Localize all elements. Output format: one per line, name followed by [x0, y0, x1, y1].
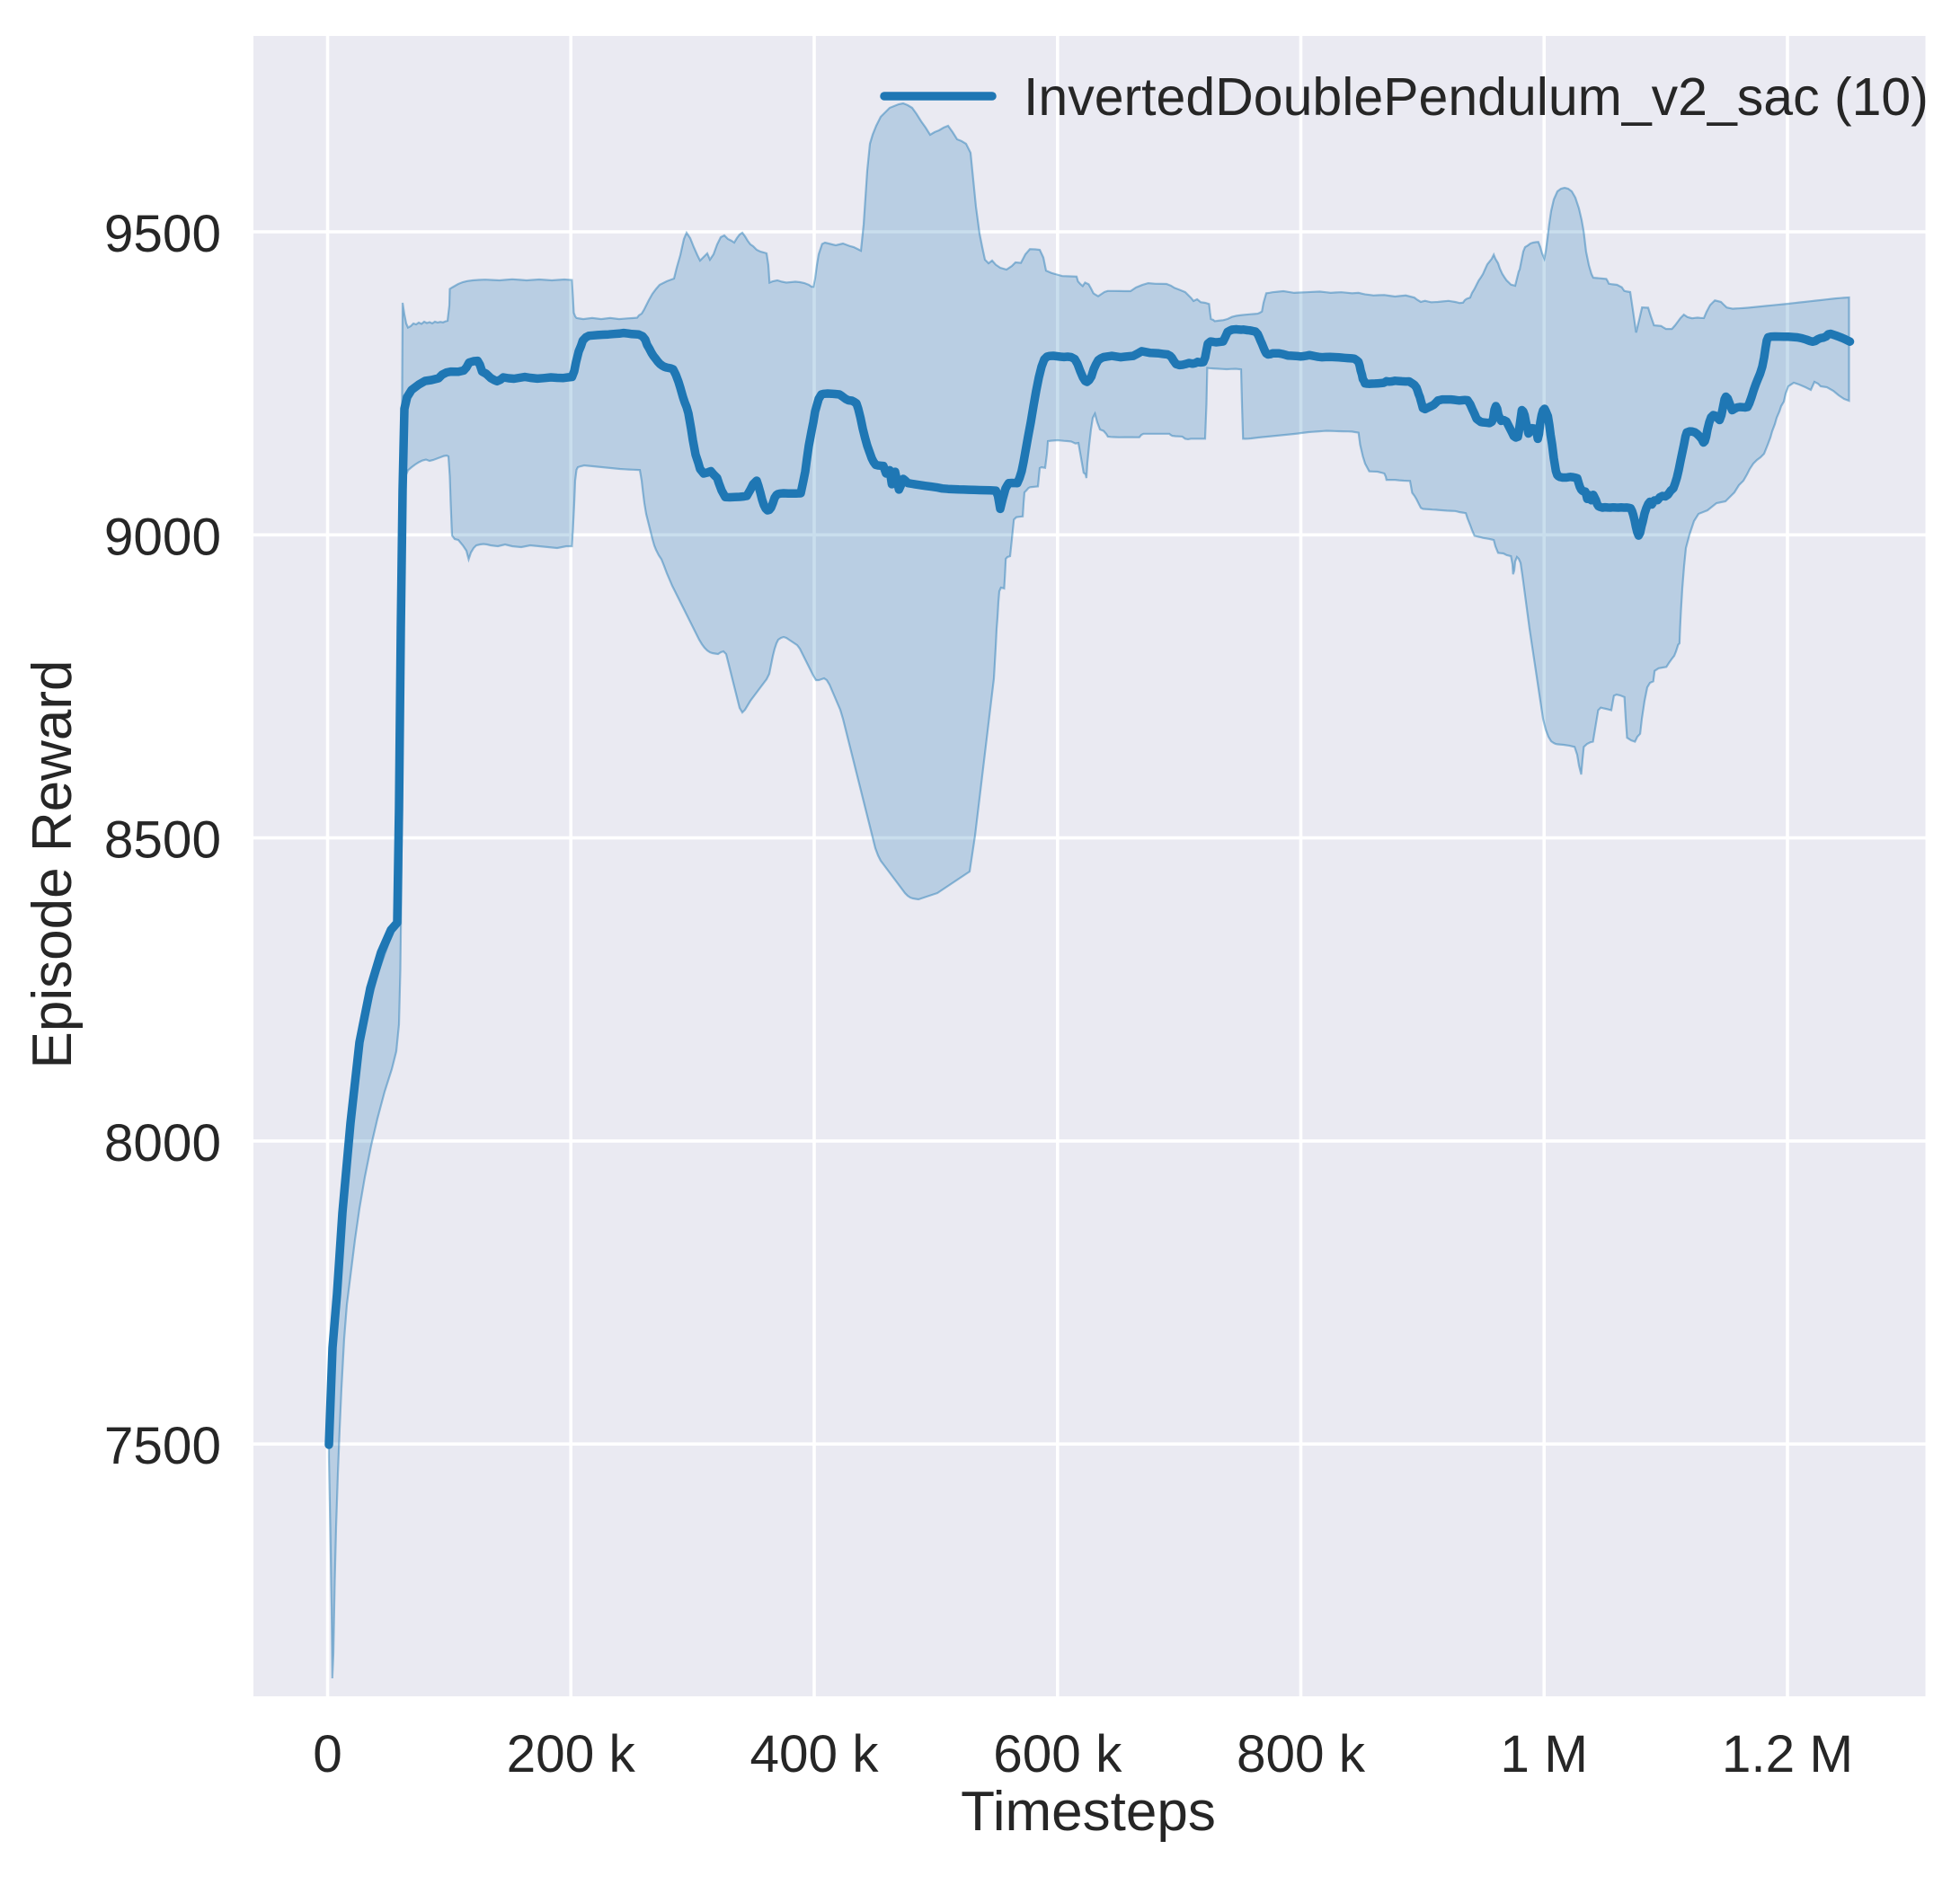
svg-text:7500: 7500 [104, 1417, 221, 1475]
svg-text:1.2 M: 1.2 M [1722, 1725, 1853, 1783]
svg-text:Timesteps: Timesteps [961, 1781, 1216, 1843]
svg-text:0: 0 [313, 1725, 342, 1783]
svg-text:8000: 8000 [104, 1114, 221, 1173]
svg-text:9500: 9500 [104, 205, 221, 263]
svg-text:8500: 8500 [104, 811, 221, 870]
svg-text:400 k: 400 k [749, 1725, 879, 1783]
svg-text:800 k: 800 k [1237, 1725, 1366, 1783]
svg-text:1 M: 1 M [1500, 1725, 1588, 1783]
svg-text:200 k: 200 k [507, 1725, 636, 1783]
svg-text:9000: 9000 [104, 508, 221, 566]
svg-text:600 k: 600 k [993, 1725, 1122, 1783]
svg-text:InvertedDoublePendulum_v2_sac: InvertedDoublePendulum_v2_sac (10) [1024, 67, 1929, 127]
svg-text:Episode Reward: Episode Reward [22, 660, 84, 1069]
